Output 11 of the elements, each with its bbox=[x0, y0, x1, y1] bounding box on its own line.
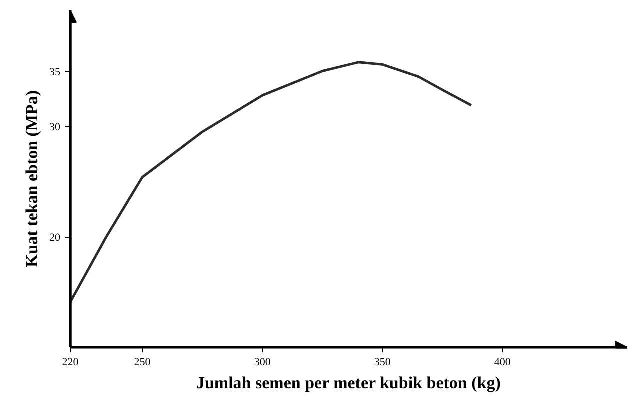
x-tick-label: 250 bbox=[134, 356, 152, 368]
y-tick-label: 30 bbox=[50, 122, 61, 134]
line-series bbox=[70, 61, 473, 304]
x-tick-label: 350 bbox=[374, 356, 392, 368]
x-tick-label: 300 bbox=[254, 356, 272, 368]
y-tick-label: 35 bbox=[50, 66, 61, 78]
y-axis-title: Kuat tekan ebton (MPa) bbox=[22, 90, 42, 268]
x-tick-label: 400 bbox=[494, 356, 512, 368]
y-tick-label: 20 bbox=[50, 232, 61, 244]
x-tick-label: 220 bbox=[62, 356, 80, 368]
x-axis-title: Jumlah semen per meter kubik beton (kg) bbox=[196, 374, 501, 392]
